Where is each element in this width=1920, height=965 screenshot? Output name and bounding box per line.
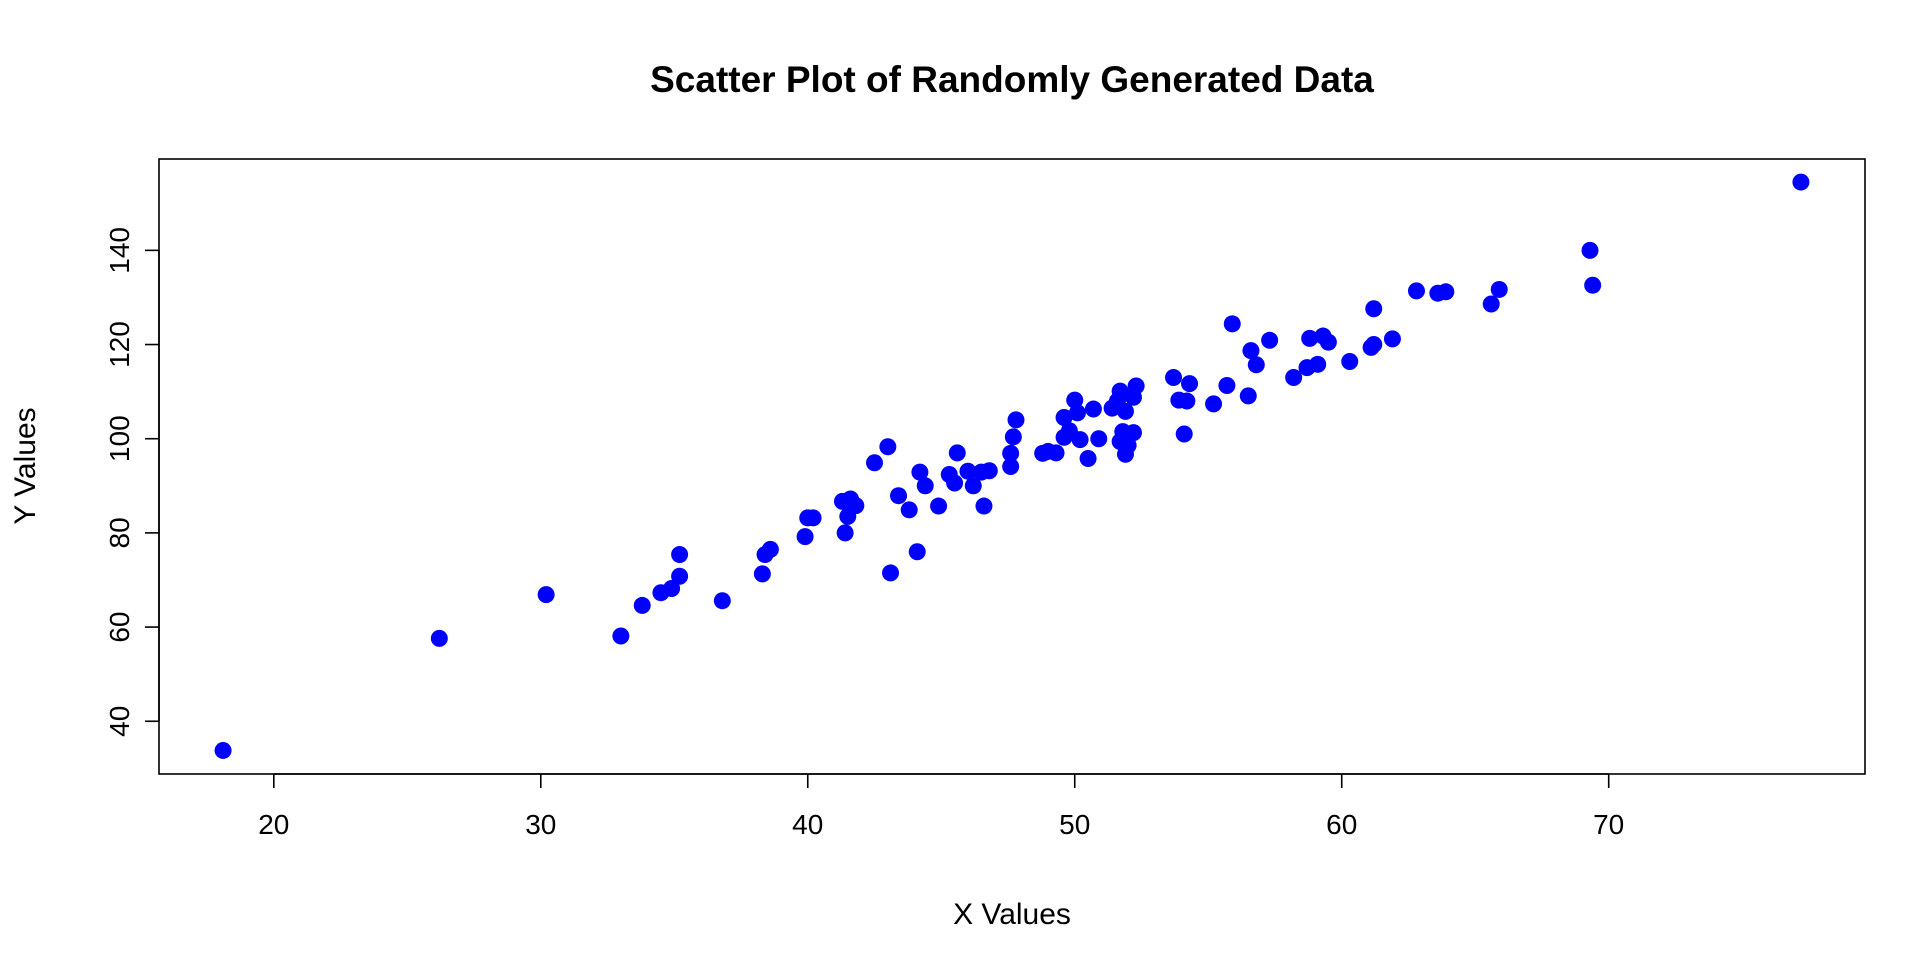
scatter-point [1581,241,1599,259]
scatter-point [1181,375,1199,393]
scatter-point [761,540,779,558]
scatter-point [980,462,998,480]
scatter-point [1002,444,1020,462]
scatter-point [1365,300,1383,318]
y-tick-label: 140 [104,227,135,274]
x-tick-label: 50 [1059,809,1090,840]
scatter-point [1490,280,1508,298]
scatter-point [1079,449,1097,467]
scatter-point [1055,409,1073,427]
y-axis-label: Y Values [9,407,42,524]
y-tick-label: 40 [104,706,135,737]
data-points [214,173,1810,759]
scatter-point [1218,377,1236,395]
x-axis: 20 30 40 50 60 70 [258,773,1624,840]
scatter-point [1261,331,1279,349]
scatter-point [671,567,689,585]
scatter-point [1482,295,1500,313]
y-tick-label: 100 [104,415,135,462]
scatter-point [612,627,630,645]
scatter-point [1792,173,1810,191]
scatter-point [663,579,681,597]
scatter-point [959,462,977,480]
scatter-point [975,497,993,515]
scatter-point [908,543,926,561]
scatter-point [948,444,966,462]
scatter-point [1242,342,1260,360]
x-axis-label: X Values [953,898,1071,931]
scatter-point [1319,333,1337,351]
scatter-point [1068,404,1086,422]
scatter-point [713,592,731,610]
scatter-point [1301,329,1319,347]
x-tick-label: 20 [258,809,289,840]
x-tick-label: 40 [792,809,823,840]
y-tick-label: 120 [104,321,135,368]
scatter-point [1007,411,1025,429]
y-tick-label: 60 [104,612,135,643]
scatter-point [900,501,918,519]
scatter-point [1002,458,1020,475]
scatter-point [1090,430,1108,448]
scatter-point [1247,356,1265,374]
scatter-point [1365,336,1383,354]
scatter-point [1119,436,1137,454]
scatter-point [1004,428,1022,446]
scatter-point [1047,444,1065,462]
scatter-point [836,524,854,542]
scatter-point [930,497,948,515]
scatter-point [1175,425,1193,443]
scatter-point [1239,387,1257,405]
scatter-point [882,564,900,582]
scatter-point [1165,368,1183,386]
scatter-point [796,528,814,546]
x-tick-label: 60 [1326,809,1357,840]
scatter-point [946,474,964,492]
scatter-point [964,477,982,495]
y-tick-label: 80 [104,517,135,548]
scatter-point [1223,315,1241,333]
x-tick-label: 70 [1593,809,1624,840]
scatter-point [1285,368,1303,386]
scatter-point [214,741,232,759]
scatter-point [1111,382,1129,400]
scatter-point [753,565,771,583]
scatter-point [1066,391,1084,409]
scatter-point [879,438,897,456]
scatter-point [1178,392,1196,410]
scatter-point [1124,424,1142,442]
scatter-point [1407,282,1425,300]
scatter-point [430,629,448,647]
scatter-point [1116,402,1134,420]
scatter-point [1383,330,1401,348]
scatter-point [1584,276,1602,294]
scatter-point [1341,352,1359,370]
scatter-point [1084,400,1102,418]
scatter-point [1071,431,1089,449]
scatter-point [671,546,689,564]
scatter-point [916,477,934,495]
scatter-point [1127,377,1145,395]
scatter-point [1309,355,1327,373]
chart-title: Scatter Plot of Randomly Generated Data [650,59,1374,100]
scatter-point [633,596,651,614]
y-axis: 40 60 80 100 120 140 [104,227,160,737]
scatter-point [866,454,884,472]
scatter-point [847,497,865,515]
scatter-point [1205,395,1223,413]
scatter-point [890,487,908,505]
x-tick-label: 30 [525,809,556,840]
scatter-point [537,586,555,604]
scatter-point [1437,283,1455,301]
scatter-point [804,509,822,527]
scatter-point [911,463,929,481]
